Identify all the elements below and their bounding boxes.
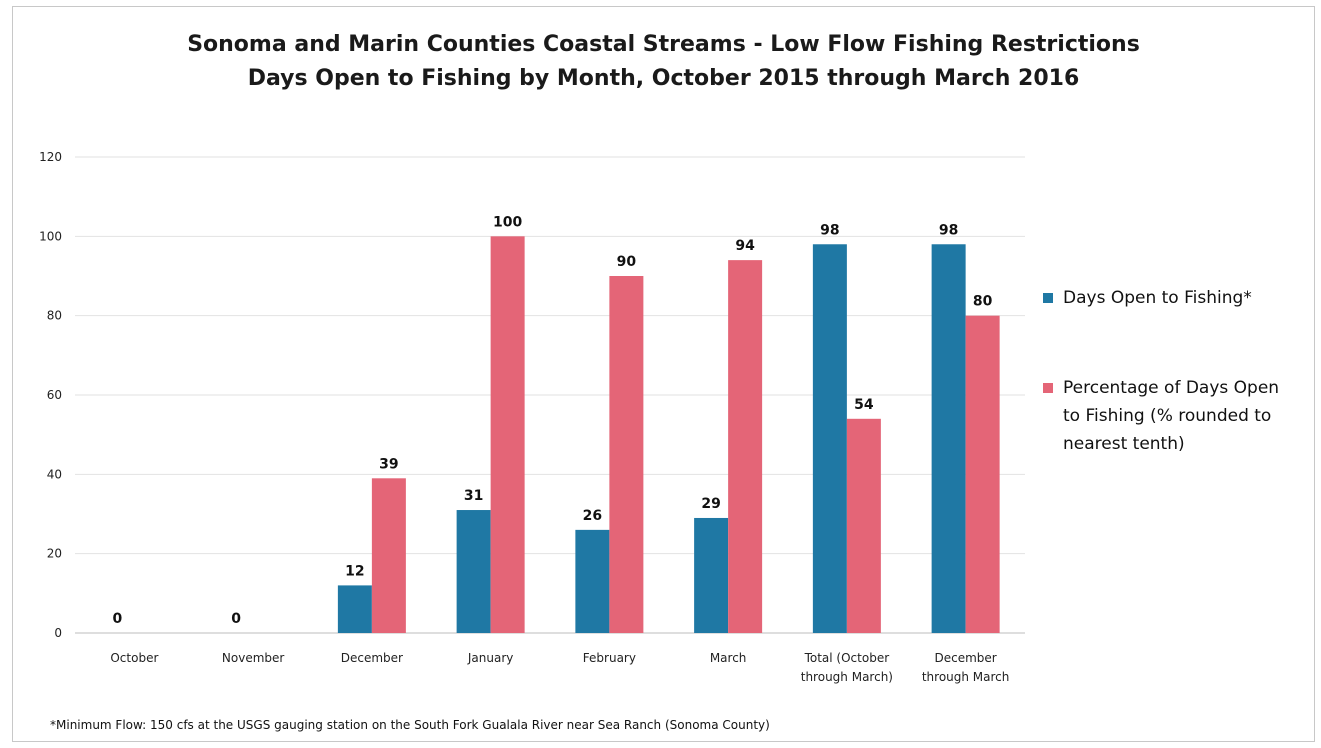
data-label-percentage-open: 54 bbox=[854, 397, 874, 413]
legend-label: nearest tenth) bbox=[1063, 434, 1185, 454]
bar-percentage-open bbox=[371, 478, 406, 633]
x-tick-label: October bbox=[110, 651, 158, 665]
data-label-percentage-open: 100 bbox=[493, 214, 522, 230]
bar-days-open bbox=[337, 585, 372, 633]
data-label-days-open: 98 bbox=[820, 222, 839, 238]
data-label-percentage-open: 94 bbox=[735, 238, 755, 254]
legend-label: Percentage of Days Open bbox=[1063, 378, 1280, 398]
x-tick-label: February bbox=[583, 651, 636, 665]
y-tick-label: 60 bbox=[47, 388, 62, 402]
legend-swatch bbox=[1043, 383, 1053, 393]
y-tick-label: 100 bbox=[39, 229, 62, 243]
data-label-days-open: 98 bbox=[939, 222, 958, 238]
chart-subtitle: Days Open to Fishing by Month, October 2… bbox=[247, 66, 1080, 91]
footnote: *Minimum Flow: 150 cfs at the USGS gaugi… bbox=[50, 718, 770, 732]
data-label-percentage-open: 80 bbox=[973, 294, 993, 310]
x-tick-label: December bbox=[935, 651, 997, 665]
data-label-days-open: 0 bbox=[113, 611, 123, 627]
y-tick-label: 120 bbox=[39, 150, 62, 164]
x-tick-label: December bbox=[341, 651, 403, 665]
bar-days-open bbox=[694, 517, 729, 633]
bar-percentage-open bbox=[609, 276, 644, 633]
y-tick-label: 20 bbox=[47, 547, 62, 561]
legend-swatch bbox=[1043, 293, 1053, 303]
y-tick-label: 80 bbox=[47, 309, 62, 323]
bar-percentage-open bbox=[728, 260, 763, 633]
x-tick-label: through March bbox=[922, 670, 1010, 684]
y-tick-label: 40 bbox=[47, 467, 62, 481]
data-label-percentage-open: 90 bbox=[617, 254, 637, 270]
data-label-days-open: 26 bbox=[583, 508, 602, 524]
legend-label: Days Open to Fishing* bbox=[1063, 288, 1252, 308]
chart-title: Sonoma and Marin Counties Coastal Stream… bbox=[187, 32, 1140, 57]
bar-percentage-open bbox=[490, 236, 525, 634]
data-label-days-open: 12 bbox=[345, 563, 364, 579]
x-tick-label: January bbox=[467, 651, 514, 665]
bar-days-open bbox=[812, 244, 847, 633]
y-tick-label: 0 bbox=[54, 626, 62, 640]
data-label-days-open: 31 bbox=[464, 488, 483, 504]
x-tick-label: March bbox=[710, 651, 747, 665]
bar-percentage-open bbox=[965, 315, 1000, 633]
bar-percentage-open bbox=[846, 418, 881, 633]
x-tick-label: November bbox=[222, 651, 284, 665]
x-tick-label: through March) bbox=[801, 670, 893, 684]
data-label-days-open: 29 bbox=[701, 496, 720, 512]
data-label-percentage-open: 39 bbox=[379, 456, 398, 472]
legend-label: to Fishing (% rounded to bbox=[1063, 406, 1272, 426]
x-tick-label: Total (October bbox=[804, 651, 890, 665]
chart-frame bbox=[12, 6, 1315, 742]
bar-days-open bbox=[575, 529, 610, 633]
bar-days-open bbox=[931, 244, 966, 633]
data-label-days-open: 0 bbox=[231, 611, 241, 627]
bar-days-open bbox=[456, 510, 491, 633]
